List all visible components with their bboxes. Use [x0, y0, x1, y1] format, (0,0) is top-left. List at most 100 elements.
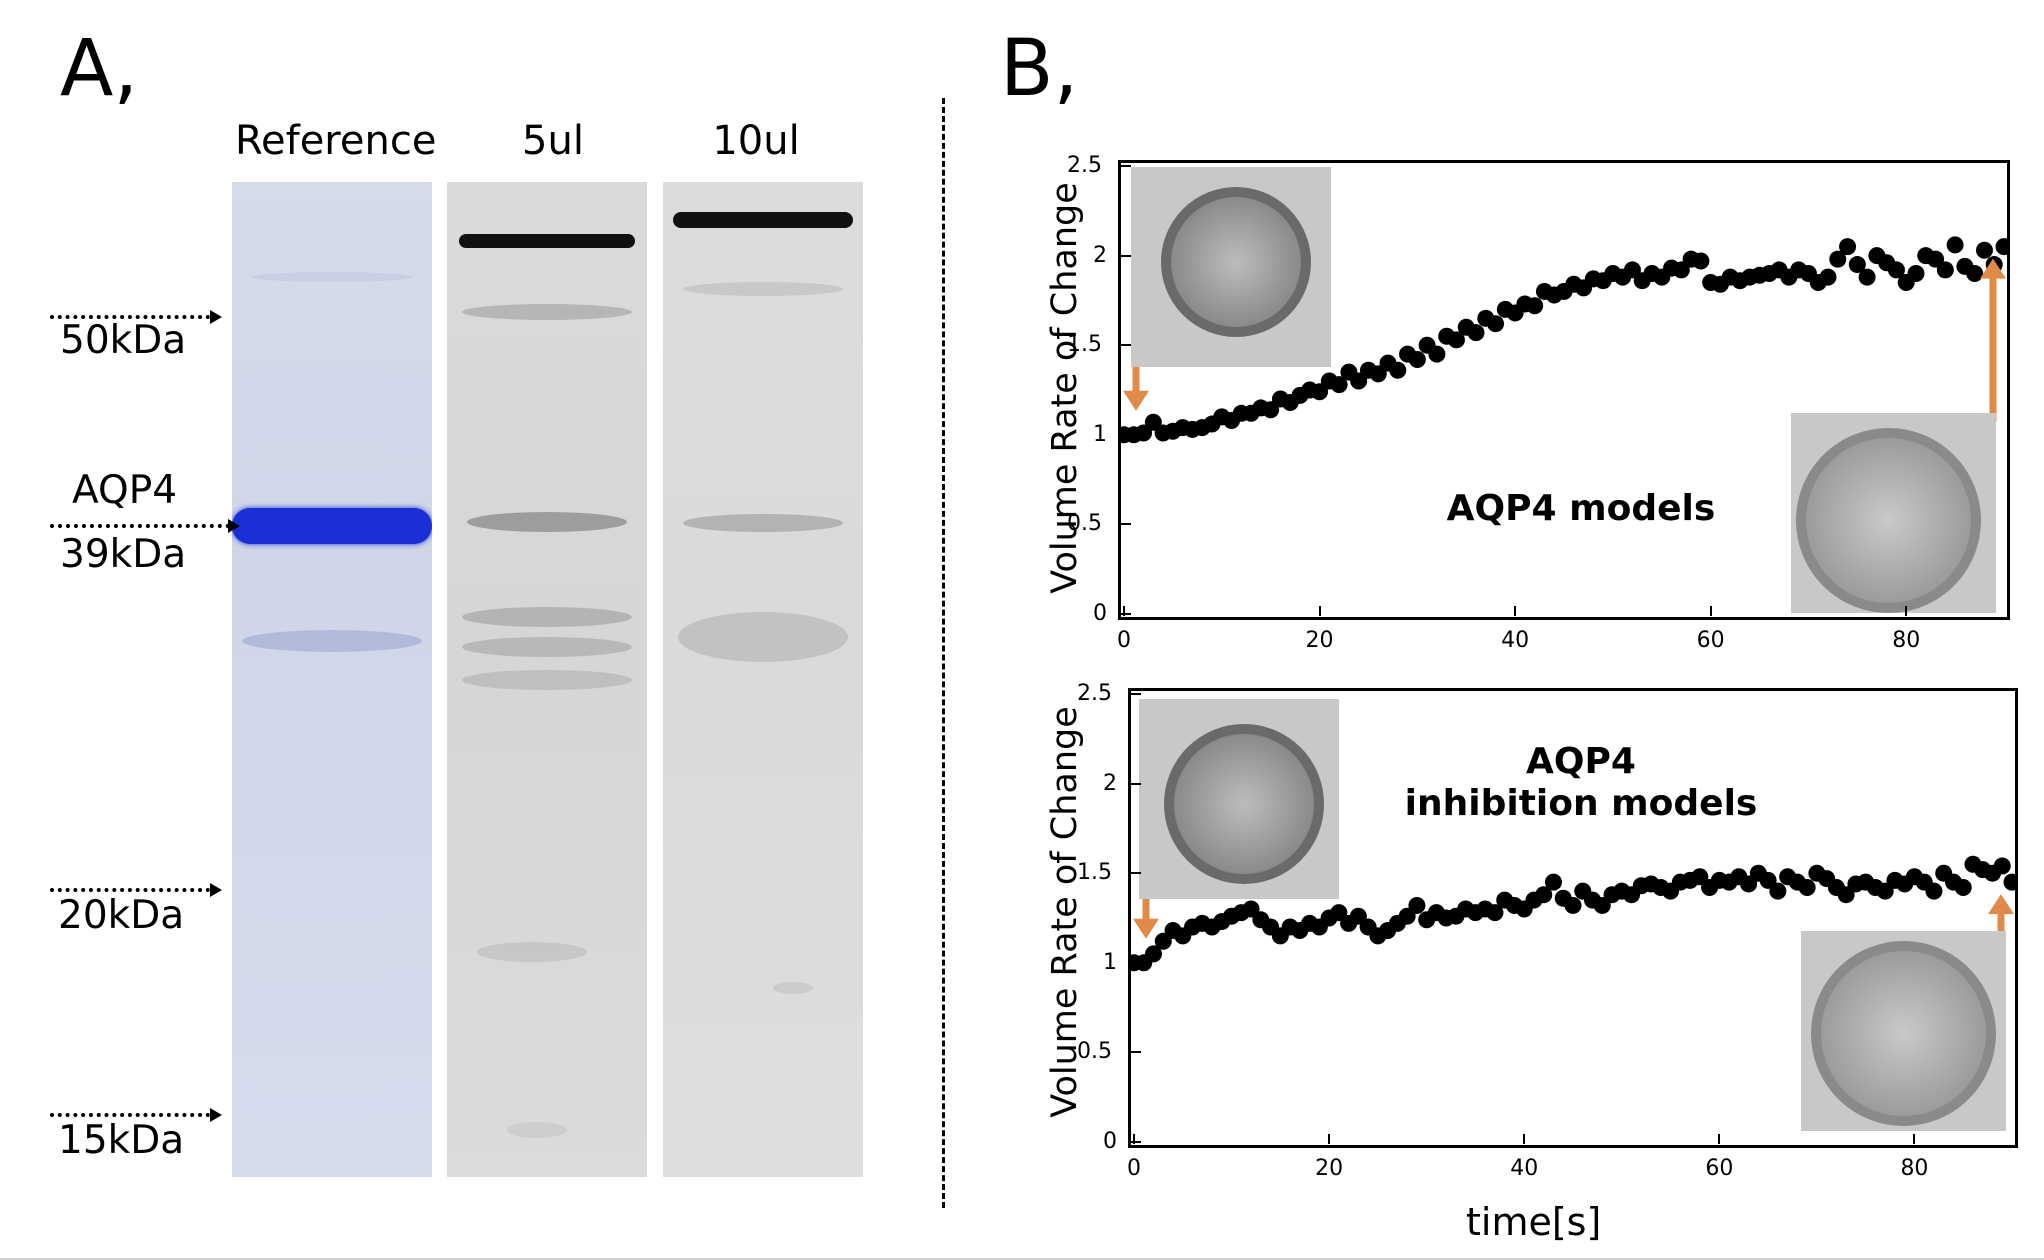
- bottom-point: [1837, 886, 1855, 904]
- top-point: [1995, 238, 2007, 256]
- bottom-y-tick: [1131, 693, 1141, 695]
- bottom-y-tick: [1131, 872, 1141, 875]
- bottom-point: [1349, 907, 1367, 925]
- top-point: [1927, 250, 1945, 268]
- panel-a-label: A,: [60, 24, 139, 114]
- top-x-tick-label: 60: [1696, 628, 1725, 653]
- inset-cell-before-top: [1131, 167, 1331, 367]
- marker-label-15kda: 15kDa: [58, 1118, 185, 1163]
- bottom-point: [1398, 907, 1416, 925]
- marker-arrow-15: [50, 1113, 210, 1117]
- top-y-tick-label: 0.5: [1067, 511, 1102, 537]
- bottom-point: [1564, 896, 1582, 914]
- top-x-tick: [1318, 606, 1321, 616]
- top-y-tick: [1121, 523, 1131, 526]
- top-point: [1907, 265, 1925, 283]
- top-point: [1848, 256, 1866, 274]
- top-point: [1428, 345, 1446, 363]
- top-y-tick: [1121, 254, 1131, 257]
- chart-aqp4-models-svg: [1121, 236, 2007, 444]
- chart-aqp4-inhibition-models: AQP4 inhibition models: [1128, 688, 2018, 1148]
- marker-arrowhead-15: [210, 1108, 222, 1122]
- bottom-y-tick-label: 0: [1103, 1129, 1117, 1154]
- top-x-tick-label: 80: [1892, 628, 1921, 653]
- top-arrow-up-icon-head: [1980, 258, 2006, 279]
- band-top-10ul: [673, 212, 853, 228]
- lane-header-5ul: 5ul: [522, 118, 584, 164]
- band-faint-top-reference: [252, 272, 412, 282]
- top-arrow-down-icon-head: [1123, 390, 1149, 411]
- bottom-x-tick: [1718, 1134, 1721, 1144]
- gel-lane-10ul: [663, 182, 863, 1177]
- bottom-y-tick-label: 2: [1103, 770, 1117, 796]
- top-point: [1369, 365, 1387, 383]
- bottom-point: [1925, 882, 1943, 900]
- marker-label-aqp4: AQP4: [72, 468, 178, 513]
- band-low3-5ul: [462, 670, 632, 690]
- top-point: [1330, 376, 1348, 394]
- top-point: [1467, 324, 1485, 342]
- top-point: [1389, 361, 1407, 379]
- bottom-x-tick-label: 60: [1705, 1156, 1734, 1181]
- bottom-x-tick: [1523, 1134, 1526, 1144]
- lane-header-10ul: 10ul: [712, 118, 800, 164]
- inset-cell-before-bottom: [1139, 699, 1339, 899]
- bottom-arrow-up-icon-head: [1988, 894, 2014, 915]
- chart-aqp4-models: AQP4 models: [1118, 160, 2010, 620]
- marker-label-50kda: 50kDa: [60, 318, 187, 363]
- band-aqp4-reference: [232, 508, 432, 544]
- bottom-x-tick-label: 80: [1900, 1156, 1929, 1181]
- marker-arrow-20: [50, 888, 210, 892]
- marker-arrowhead-39: [228, 519, 240, 533]
- bottom-point: [1154, 932, 1172, 950]
- top-point: [1350, 372, 1368, 390]
- bottom-point: [1691, 868, 1709, 886]
- band-low2-5ul: [462, 637, 632, 657]
- bottom-arrow-down-icon-head: [1133, 918, 1159, 939]
- top-point: [1487, 315, 1505, 333]
- band-aqp4-10ul: [683, 514, 843, 532]
- top-point: [1946, 236, 1964, 254]
- top-x-tick: [1123, 606, 1125, 616]
- marker-label-20kda: 20kDa: [58, 893, 185, 938]
- bottom-x-tick: [1133, 1134, 1135, 1144]
- bottom-y-tick: [1131, 1141, 1141, 1143]
- bottom-x-tick-label: 20: [1315, 1156, 1344, 1181]
- marker-arrow-50: [50, 315, 210, 319]
- marker-arrowhead-50: [210, 310, 222, 324]
- top-point: [1447, 331, 1465, 349]
- top-point: [1135, 424, 1153, 442]
- bottom-point: [1330, 904, 1348, 922]
- bottom-x-tick-label: 0: [1127, 1156, 1141, 1181]
- inset-cell-after-bottom: [1801, 931, 2006, 1131]
- top-point: [1887, 261, 1905, 279]
- band-top-5ul: [459, 234, 635, 248]
- bottom-point: [1993, 857, 2011, 875]
- top-x-tick-label: 40: [1501, 628, 1530, 653]
- top-x-tick: [1514, 606, 1517, 616]
- bottom-y-tick: [1131, 1051, 1141, 1054]
- top-point: [1144, 413, 1162, 431]
- top-point: [1966, 265, 1984, 283]
- band-aqp4-5ul: [467, 512, 627, 532]
- bottom-point: [1242, 900, 1260, 918]
- bottom-point: [1769, 882, 1787, 900]
- bottom-point: [1486, 904, 1504, 922]
- top-point: [1819, 268, 1837, 286]
- panel-b-label: B,: [1000, 24, 1079, 114]
- top-point: [1623, 261, 1641, 279]
- bottom-y-tick-label: 1.5: [1077, 860, 1112, 886]
- band-low4-5ul: [477, 942, 587, 962]
- chart-aqp4-inhibition-models-svg: [1131, 855, 2015, 972]
- gel-lane-5ul: [447, 182, 647, 1177]
- bottom-point: [1798, 879, 1816, 897]
- top-y-tick: [1121, 613, 1131, 615]
- band-low-10ul: [678, 612, 848, 662]
- bottom-y-tick-label: 1: [1103, 949, 1117, 975]
- band-low5-5ul: [507, 1122, 567, 1138]
- top-point: [1858, 268, 1876, 286]
- bottom-point: [1535, 886, 1553, 904]
- bottom-x-tick: [1913, 1134, 1916, 1144]
- bottom-x-tick-label: 40: [1510, 1156, 1539, 1181]
- marker-arrowhead-20: [210, 883, 222, 897]
